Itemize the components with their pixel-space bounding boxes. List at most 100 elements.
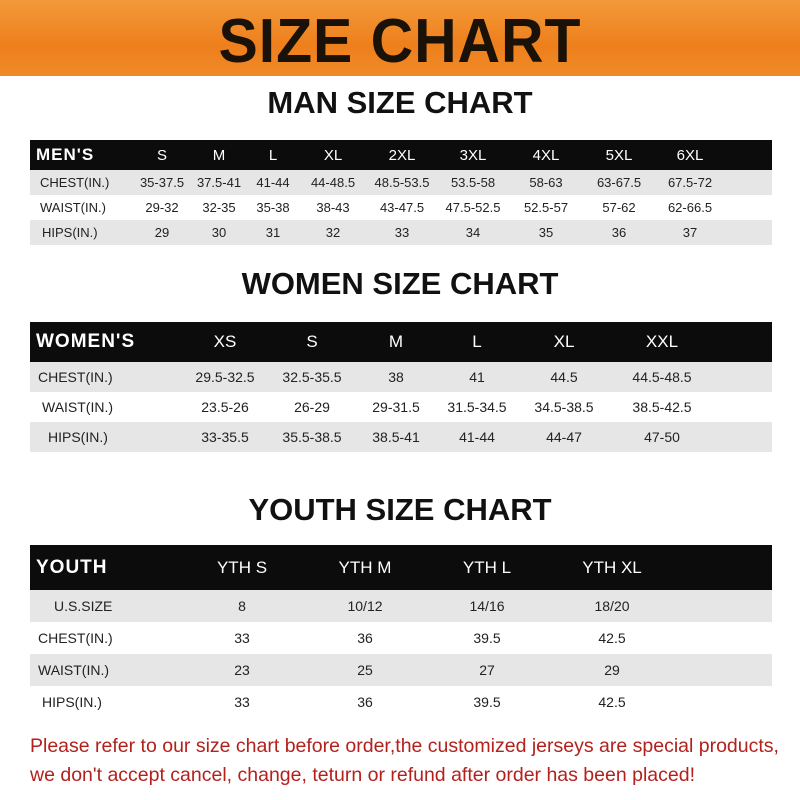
table-cell: 33 [234, 694, 250, 710]
size-header: L [472, 332, 482, 351]
table-cell: 38-43 [316, 200, 350, 215]
table-cell: 29 [154, 225, 170, 240]
table-cell: 37.5-41 [196, 175, 242, 190]
table-cell: 58-63 [529, 175, 563, 190]
table-row: CHEST(IN.) 35-37.5 37.5-41 41-44 44-48.5 48.5… [30, 170, 772, 195]
table-cell: 35.5-38.5 [282, 429, 342, 445]
table-cell: 35-38 [256, 200, 290, 215]
table-cell: 29.5-32.5 [195, 369, 255, 385]
size-header: YTH S [216, 557, 268, 577]
table-cell: 53.5-58 [450, 175, 496, 190]
table-cell: 39.5 [473, 694, 501, 710]
table-cell: 47.5-52.5 [445, 200, 501, 215]
table-row: CHEST(IN.) 33 36 39.5 42.5 [30, 622, 772, 654]
table-cell: 32 [325, 225, 341, 240]
table-row: HIPS(IN.) 29 30 31 32 33 34 35 36 37 [30, 220, 772, 245]
table-cell: 29-32 [145, 200, 179, 215]
row-label: WAIST(IN.) [38, 662, 110, 678]
size-header: M [212, 146, 226, 164]
table-cell: 23.5-26 [201, 399, 249, 415]
table-cell: 44.5-48.5 [632, 369, 692, 385]
size-header: XS [213, 332, 237, 351]
youth-section-title: YOUTH SIZE CHART [248, 492, 552, 527]
table-cell: 26-29 [294, 399, 330, 415]
table-row: HIPS(IN.) 33 36 39.5 42.5 [30, 686, 772, 718]
table-cell: 34 [465, 225, 481, 240]
size-header: 4XL [532, 146, 560, 164]
table-corner-label: MEN'S [36, 145, 95, 164]
table-row: HIPS(IN.) 33-35.5 35.5-38.5 38.5-41 41-44 44-… [30, 422, 772, 452]
table-cell: 44-48.5 [310, 175, 356, 190]
row-label: HIPS(IN.) [42, 225, 98, 240]
table-cell: 38 [388, 369, 404, 385]
table-cell: 8 [238, 598, 246, 614]
table-cell: 30 [211, 225, 227, 240]
table-cell: 67.5-72 [667, 175, 713, 190]
table-cell: 32.5-35.5 [282, 369, 342, 385]
table-row: U.S.SIZE 8 10/12 14/16 18/20 [30, 590, 772, 622]
size-header: YTH M [338, 557, 392, 577]
table-cell: 44-47 [546, 429, 582, 445]
row-label: WAIST(IN.) [42, 399, 114, 415]
size-header: 6XL [676, 146, 704, 164]
size-header: YTH L [462, 557, 512, 577]
table-cell: 44.5 [550, 369, 578, 385]
table-cell: 52.5-57 [523, 200, 569, 215]
table-corner-label: YOUTH [36, 556, 108, 578]
row-label: U.S.SIZE [54, 598, 113, 614]
size-header: M [388, 332, 404, 351]
table-cell: 41-44 [459, 429, 495, 445]
footer-notice-line-2: we don't accept cancel, change, teturn o… [30, 764, 695, 786]
table-cell: 27 [479, 662, 495, 678]
size-header: L [268, 146, 278, 164]
table-cell: 41 [469, 369, 485, 385]
youth-header-row: YOUTH YTH S YTH M YTH L YTH XL [30, 545, 772, 590]
size-header: 5XL [605, 146, 633, 164]
table-cell: 14/16 [469, 598, 505, 614]
banner: SIZE CHART [0, 0, 800, 76]
size-header: XXL [645, 332, 679, 351]
table-cell: 32-35 [202, 200, 236, 215]
table-cell: 63-67.5 [596, 175, 642, 190]
size-header: 2XL [388, 146, 416, 164]
women-size-table: WOMEN'S XS S M L XL XXL CHEST(IN.) 29.5-32.5 32.5… [30, 322, 772, 452]
row-label: HIPS(IN.) [42, 694, 102, 710]
table-cell: 33 [394, 225, 410, 240]
men-section-title: MAN SIZE CHART [267, 85, 533, 120]
table-cell: 31 [265, 225, 281, 240]
youth-size-table: YOUTH YTH S YTH M YTH L YTH XL U.S.SIZE 8 10/12… [30, 545, 772, 718]
table-cell: 41-44 [256, 175, 290, 190]
table-cell: 57-62 [602, 200, 636, 215]
table-cell: 29 [604, 662, 620, 678]
table-cell: 37 [682, 225, 698, 240]
table-cell: 25 [357, 662, 373, 678]
size-header: S [306, 332, 318, 351]
table-row: CHEST(IN.) 29.5-32.5 32.5-35.5 38 41 44.5 44.5… [30, 362, 772, 392]
table-row: WAIST(IN.) 23 25 27 29 [30, 654, 772, 686]
size-header: XL [323, 146, 343, 164]
size-header: YTH XL [582, 557, 642, 577]
table-cell: 42.5 [598, 630, 626, 646]
table-cell: 48.5-53.5 [374, 175, 430, 190]
size-header: 3XL [459, 146, 487, 164]
row-label: CHEST(IN.) [38, 630, 113, 646]
table-cell: 38.5-41 [372, 429, 420, 445]
table-cell: 33 [234, 630, 250, 646]
table-cell: 29-31.5 [372, 399, 420, 415]
women-section-title: WOMEN SIZE CHART [241, 266, 559, 301]
table-cell: 62-66.5 [667, 200, 713, 215]
table-cell: 18/20 [594, 598, 630, 614]
banner-title: SIZE CHART [218, 7, 582, 76]
table-cell: 39.5 [473, 630, 501, 646]
table-cell: 33-35.5 [201, 429, 249, 445]
table-cell: 42.5 [598, 694, 626, 710]
table-cell: 47-50 [644, 429, 680, 445]
table-cell: 31.5-34.5 [447, 399, 507, 415]
row-label: HIPS(IN.) [48, 429, 108, 445]
row-label: WAIST(IN.) [40, 200, 106, 215]
table-cell: 36 [357, 694, 373, 710]
women-header-row: WOMEN'S XS S M L XL XXL [30, 322, 772, 362]
table-cell: 36 [611, 225, 627, 240]
size-header: XL [553, 332, 575, 351]
table-cell: 36 [357, 630, 373, 646]
